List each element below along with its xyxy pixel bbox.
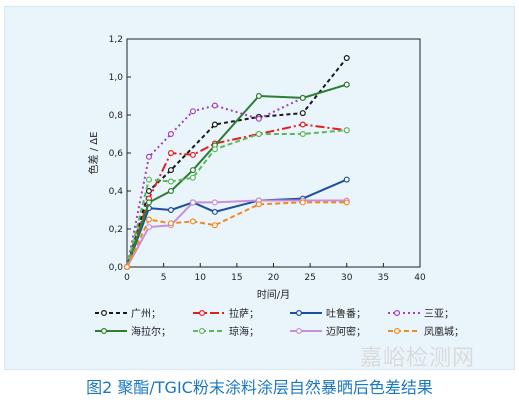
data-point [343,81,350,88]
legend-label: 广州； [131,308,161,320]
x-tick-label: 35 [378,273,389,283]
data-point [145,199,152,206]
y-tick-label: 0,0 [109,263,124,273]
data-point [299,110,306,117]
data-point [255,92,262,99]
watermark: 嘉峪检测网 [360,346,476,371]
x-axis-label: 时间/月 [257,288,290,301]
x-tick-label: 0 [124,273,130,283]
legend-entry-1: 广州； [95,308,161,320]
data-point [211,146,218,153]
legend-marker [394,328,401,335]
series-line-7 [126,199,347,268]
figure-panel [4,6,515,370]
data-point [189,199,196,206]
legend-marker [296,328,303,335]
data-point [145,188,152,195]
data-point [189,167,196,174]
legend-label: 拉萨； [229,307,259,320]
x-tick-label: 5 [161,273,167,283]
legend-marker [199,328,206,335]
legend-marker [394,310,401,317]
data-point [343,54,350,61]
legend-marker [296,310,303,317]
legend-label: 迈阿密； [326,325,366,338]
legend-entry-8: 凤凰城； [388,326,464,338]
legend-marker [100,328,107,335]
data-point [255,115,262,122]
legend-label: 吐鲁番； [326,307,366,320]
data-point [211,199,218,206]
data-point [211,102,218,109]
series-line-5 [126,83,348,268]
legend-marker [199,310,206,317]
legend-label: 三亚； [424,309,454,320]
legend-entry-7: 迈阿密； [290,325,366,338]
figure-caption: 图2 聚酯/TGIC粉末涂料涂层自然暴晒后色差结果 [86,378,433,397]
data-point [211,222,218,229]
legend-marker [100,310,107,317]
data-point [167,131,174,138]
legend-label: 琼海； [229,325,259,338]
data-point [145,176,152,183]
series-line-1 [126,57,348,268]
legend-entry-2: 拉萨； [193,307,259,320]
data-point [255,201,262,208]
x-tick-label: 40 [414,273,426,283]
series-line-2 [126,123,347,268]
x-tick-label: 15 [231,273,242,283]
series-line-8 [126,201,347,268]
data-point [167,150,174,157]
data-point [299,94,306,101]
data-point [299,131,306,138]
legend-entry-5: 海拉尔； [95,325,171,338]
data-point [211,121,218,128]
data-point [167,188,174,195]
legend-entry-3: 吐鲁番； [290,307,366,320]
data-point [189,174,196,181]
data-point [123,264,130,271]
y-tick-label: 0,8 [109,111,124,121]
x-tick-label: 30 [341,273,353,283]
y-axis-label: 色差 / ΔE [87,132,100,175]
x-tick-label: 10 [195,273,207,283]
data-point [167,220,174,227]
data-point [343,127,350,134]
line-chart: 0 5 10 15 20 25 30 35 40 0,0 0,2 0,4 0,6 0,8 1,0 1,2 时间/… [87,35,464,338]
data-point [255,131,262,138]
data-point [189,218,196,225]
x-tick-label: 25 [304,273,315,283]
x-tick-label: 20 [268,273,280,283]
data-point [145,224,152,231]
data-point [211,208,218,215]
data-point [343,199,350,206]
legend-entry-6: 琼海； [193,325,259,338]
data-point [299,199,306,206]
y-tick-label: 0,6 [109,149,124,159]
legend-label: 凤凰城； [424,326,464,338]
legend-entry-4: 三亚； [388,309,454,320]
series-line-6 [126,129,347,268]
y-tick-label: 0,2 [109,225,123,235]
data-point [299,121,306,128]
data-point [145,216,152,223]
data-point [145,153,152,160]
data-point [167,207,174,214]
y-tick-label: 1,2 [109,35,123,45]
y-tick-label: 0,4 [109,187,124,197]
data-point [189,151,196,158]
legend-label: 海拉尔； [131,325,171,338]
data-point [343,176,350,183]
data-point [167,178,174,185]
y-tick-label: 1,0 [109,73,124,83]
data-point [189,108,196,115]
data-point [167,167,174,174]
series-line-3 [126,178,348,268]
